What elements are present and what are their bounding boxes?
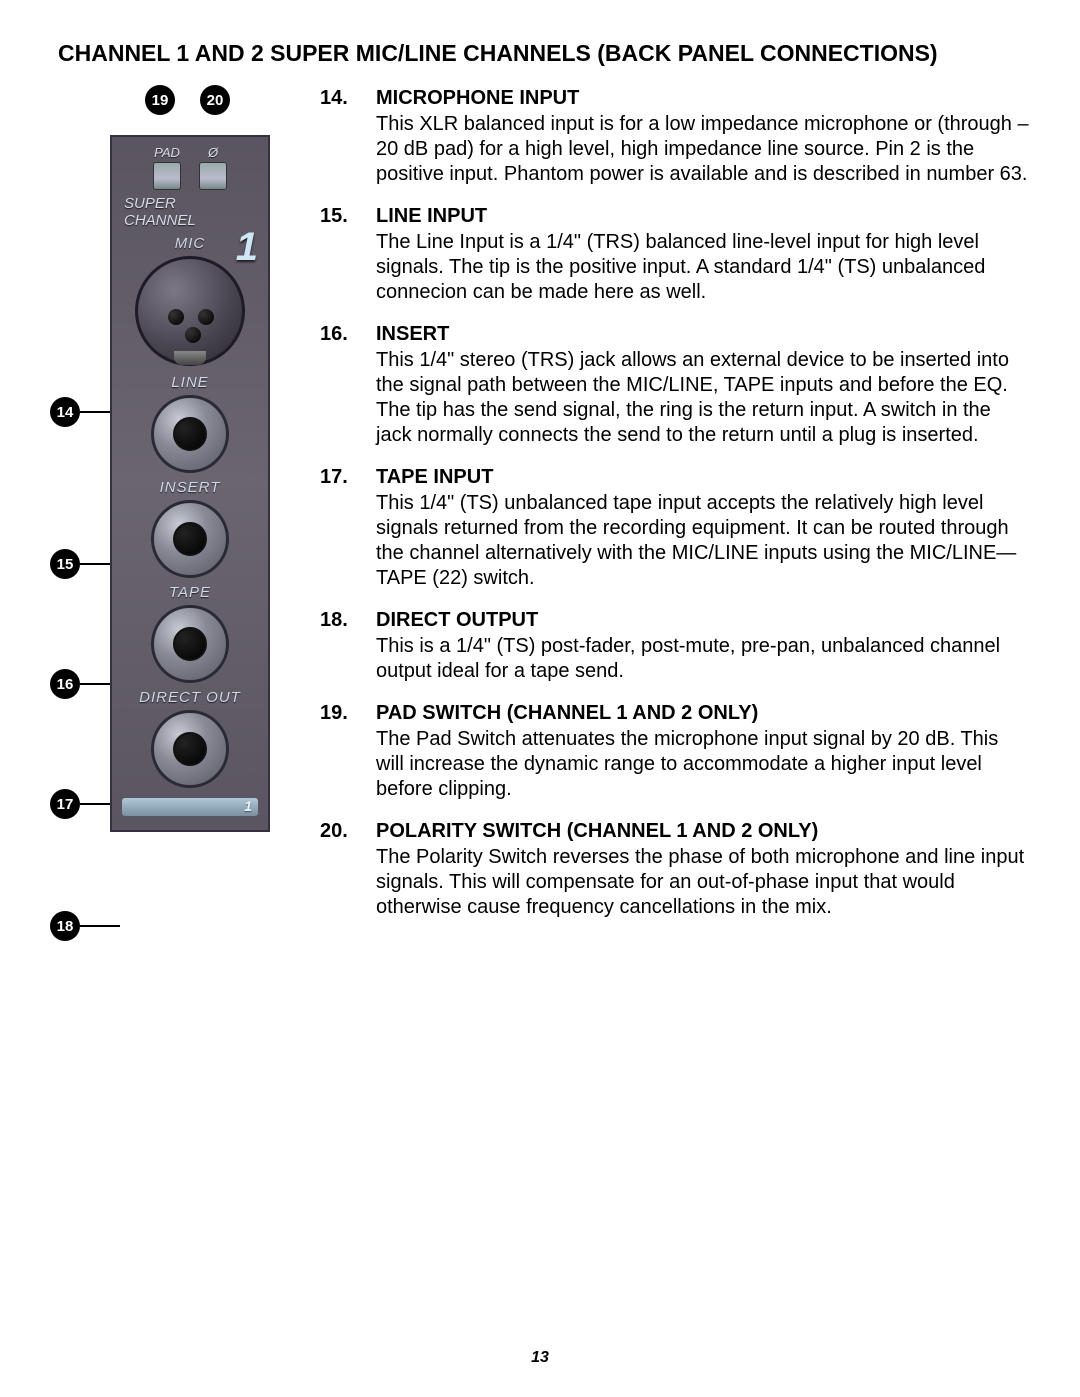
item-num: 19. [320,702,354,802]
callout-19: 19 [145,85,175,115]
direct-jack [151,710,229,788]
content-row: 19 20 14 15 16 17 18 PAD Ø SUPER [50,87,1030,938]
callout-16: 16 [50,669,80,699]
item-text: This 1/4" stereo (TRS) jack allows an ex… [376,348,1030,448]
item-heading: MICROPHONE INPUT [376,87,1030,110]
page-title: CHANNEL 1 AND 2 SUPER MIC/LINE CHANNELS … [58,40,1030,67]
callout-14: 14 [50,397,80,427]
item-num: 15. [320,205,354,305]
item-19: 19. PAD SWITCH (CHANNEL 1 AND 2 ONLY) Th… [320,702,1030,802]
item-text: The Pad Switch attenuates the microphone… [376,727,1030,802]
back-panel: PAD Ø SUPER CHANNEL 1 MIC LINE [110,135,270,832]
callout-18: 18 [50,911,80,941]
callout-17: 17 [50,789,80,819]
line-label: LINE [122,374,258,391]
callout-20: 20 [200,85,230,115]
super-label-1: SUPER [124,196,258,213]
item-20: 20. POLARITY SWITCH (CHANNEL 1 AND 2 ONL… [320,820,1030,920]
item-15: 15. LINE INPUT The Line Input is a 1/4" … [320,205,1030,305]
leader-18 [80,925,120,927]
item-text: This 1/4" (TS) unbalanced tape input acc… [376,491,1030,591]
item-17: 17. TAPE INPUT This 1/4" (TS) unbalanced… [320,466,1030,591]
item-text: This is a 1/4" (TS) post-fader, post-mut… [376,634,1030,684]
item-num: 14. [320,87,354,187]
footer-plate: 1 [122,798,258,816]
item-heading: PAD SWITCH (CHANNEL 1 AND 2 ONLY) [376,702,1030,725]
insert-jack [151,500,229,578]
item-heading: DIRECT OUTPUT [376,609,1030,632]
tape-jack [151,605,229,683]
item-14: 14. MICROPHONE INPUT This XLR balanced i… [320,87,1030,187]
item-num: 17. [320,466,354,591]
channel-number: 1 [236,225,258,270]
phase-label: Ø [208,145,218,160]
item-18: 18. DIRECT OUTPUT This is a 1/4" (TS) po… [320,609,1030,684]
line-jack [151,395,229,473]
page-number: 13 [531,1349,549,1367]
pad-switch [153,162,181,190]
insert-label: INSERT [122,479,258,496]
item-heading: POLARITY SWITCH (CHANNEL 1 AND 2 ONLY) [376,820,1030,843]
item-heading: TAPE INPUT [376,466,1030,489]
item-text: The Line Input is a 1/4" (TRS) balanced … [376,230,1030,305]
phase-switch [199,162,227,190]
item-num: 18. [320,609,354,684]
pad-label: PAD [154,145,180,160]
direct-label: DIRECT OUT [122,689,258,706]
descriptions: 14. MICROPHONE INPUT This XLR balanced i… [320,87,1030,938]
item-heading: LINE INPUT [376,205,1030,228]
item-num: 16. [320,323,354,448]
item-text: This XLR balanced input is for a low imp… [376,112,1030,187]
item-16: 16. INSERT This 1/4" stereo (TRS) jack a… [320,323,1030,448]
item-heading: INSERT [376,323,1030,346]
panel-diagram: 19 20 14 15 16 17 18 PAD Ø SUPER [50,87,280,938]
item-text: The Polarity Switch reverses the phase o… [376,845,1030,920]
item-num: 20. [320,820,354,920]
callout-15: 15 [50,549,80,579]
tape-label: TAPE [122,584,258,601]
xlr-jack [135,256,245,366]
